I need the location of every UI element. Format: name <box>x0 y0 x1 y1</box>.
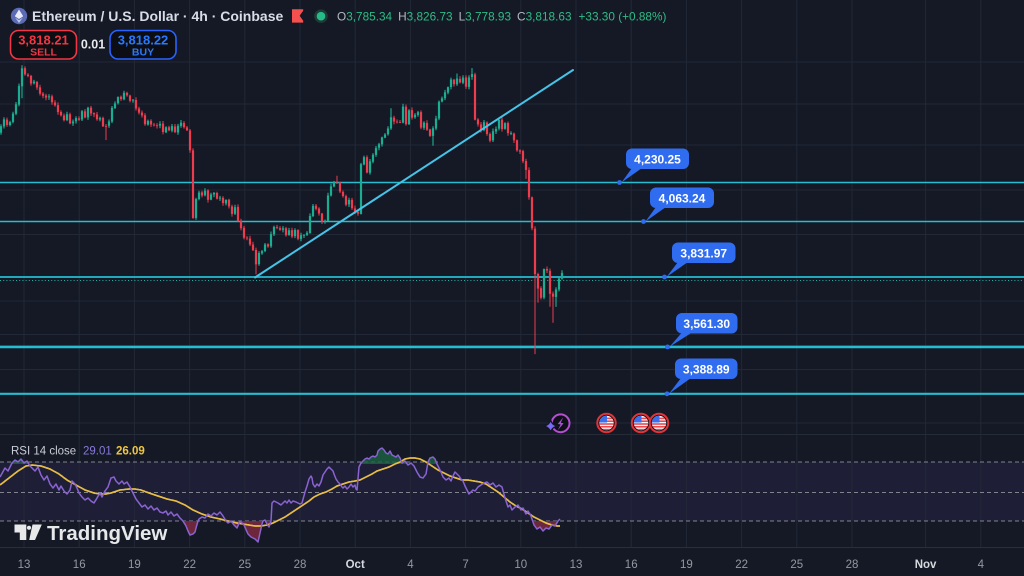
svg-text:13: 13 <box>18 559 31 571</box>
svg-text:SELL: SELL <box>30 47 57 59</box>
svg-text:22: 22 <box>183 559 196 571</box>
svg-text:19: 19 <box>680 559 693 571</box>
svg-text:4: 4 <box>407 559 414 571</box>
svg-text:4,230.25: 4,230.25 <box>634 152 681 166</box>
svg-text:BUY: BUY <box>132 47 154 59</box>
svg-text:7: 7 <box>462 559 468 571</box>
svg-text:Ethereum / U.S. Dollar · 4h ·: Ethereum / U.S. Dollar · 4h · Coinbase <box>32 8 283 24</box>
svg-text:28: 28 <box>294 559 307 571</box>
svg-text:13: 13 <box>570 559 583 571</box>
svg-text:3,561.30: 3,561.30 <box>683 317 730 331</box>
svg-text:3,388.89: 3,388.89 <box>683 362 730 376</box>
svg-text:4,063.24: 4,063.24 <box>659 191 706 205</box>
svg-text:25: 25 <box>790 559 803 571</box>
svg-text:3,831.97: 3,831.97 <box>680 246 727 260</box>
svg-text:22: 22 <box>735 559 748 571</box>
svg-text:3,818.22: 3,818.22 <box>118 33 169 48</box>
svg-text:3,818.21: 3,818.21 <box>18 33 69 48</box>
svg-text:16: 16 <box>625 559 638 571</box>
svg-text:28: 28 <box>846 559 859 571</box>
svg-text:16: 16 <box>73 559 86 571</box>
svg-text:25: 25 <box>238 559 251 571</box>
svg-text:29.01: 29.01 <box>83 446 112 458</box>
svg-text:TradingView: TradingView <box>47 522 167 545</box>
svg-text:10: 10 <box>514 559 527 571</box>
svg-text:Oct: Oct <box>346 559 365 571</box>
svg-text:19: 19 <box>128 559 141 571</box>
svg-text:Nov: Nov <box>915 559 937 571</box>
svg-text:26.09: 26.09 <box>116 446 145 458</box>
svg-text:4: 4 <box>978 559 985 571</box>
svg-text:0.01: 0.01 <box>81 38 105 52</box>
svg-text:RSI 14 close: RSI 14 close <box>11 446 76 458</box>
